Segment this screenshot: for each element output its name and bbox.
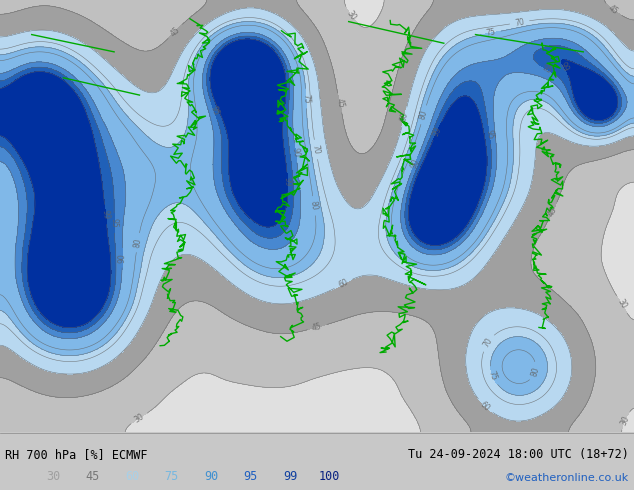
Text: 90: 90 (409, 157, 421, 170)
Text: 99: 99 (283, 470, 297, 483)
Text: 95: 95 (243, 470, 258, 483)
Text: ©weatheronline.co.uk: ©weatheronline.co.uk (505, 473, 629, 483)
Text: 75: 75 (487, 370, 498, 382)
Text: 45: 45 (169, 25, 182, 38)
Text: 75: 75 (486, 28, 496, 38)
Text: 70: 70 (311, 144, 321, 155)
Text: 80: 80 (309, 200, 319, 211)
Text: 75: 75 (301, 94, 311, 104)
Text: 60: 60 (126, 470, 139, 483)
Text: 60: 60 (399, 111, 410, 123)
Text: 30: 30 (616, 298, 628, 311)
Text: 99: 99 (558, 60, 571, 73)
Text: 60: 60 (337, 278, 349, 290)
Text: 80: 80 (418, 109, 429, 121)
Text: 60: 60 (479, 399, 492, 413)
Text: 100: 100 (319, 470, 340, 483)
Text: 70: 70 (514, 17, 525, 27)
Text: 15: 15 (7, 470, 21, 483)
Text: 45: 45 (334, 97, 345, 109)
Text: 45: 45 (311, 321, 323, 333)
Text: 75: 75 (165, 470, 179, 483)
Text: 30: 30 (133, 412, 146, 424)
Text: 45: 45 (607, 3, 620, 16)
Text: RH 700 hPa [%] ECMWF: RH 700 hPa [%] ECMWF (5, 448, 148, 462)
Text: 30: 30 (344, 9, 358, 22)
Text: 95: 95 (540, 63, 553, 75)
Text: 70: 70 (481, 336, 495, 349)
Text: 80: 80 (529, 366, 541, 377)
Text: 95: 95 (208, 104, 220, 117)
Text: 99: 99 (101, 209, 110, 220)
Text: 90: 90 (118, 253, 127, 263)
Text: 99: 99 (431, 125, 443, 137)
Text: Tu 24-09-2024 18:00 UTC (18+72): Tu 24-09-2024 18:00 UTC (18+72) (408, 448, 629, 462)
Text: 90: 90 (290, 147, 301, 158)
Text: 95: 95 (110, 218, 119, 228)
Text: 80: 80 (133, 237, 143, 248)
Text: 45: 45 (86, 470, 100, 483)
Text: 95: 95 (484, 129, 495, 140)
Text: 30: 30 (619, 414, 631, 427)
Text: 99: 99 (283, 177, 292, 187)
Text: 90: 90 (204, 470, 218, 483)
Text: 30: 30 (46, 470, 60, 483)
Text: 45: 45 (547, 205, 559, 218)
